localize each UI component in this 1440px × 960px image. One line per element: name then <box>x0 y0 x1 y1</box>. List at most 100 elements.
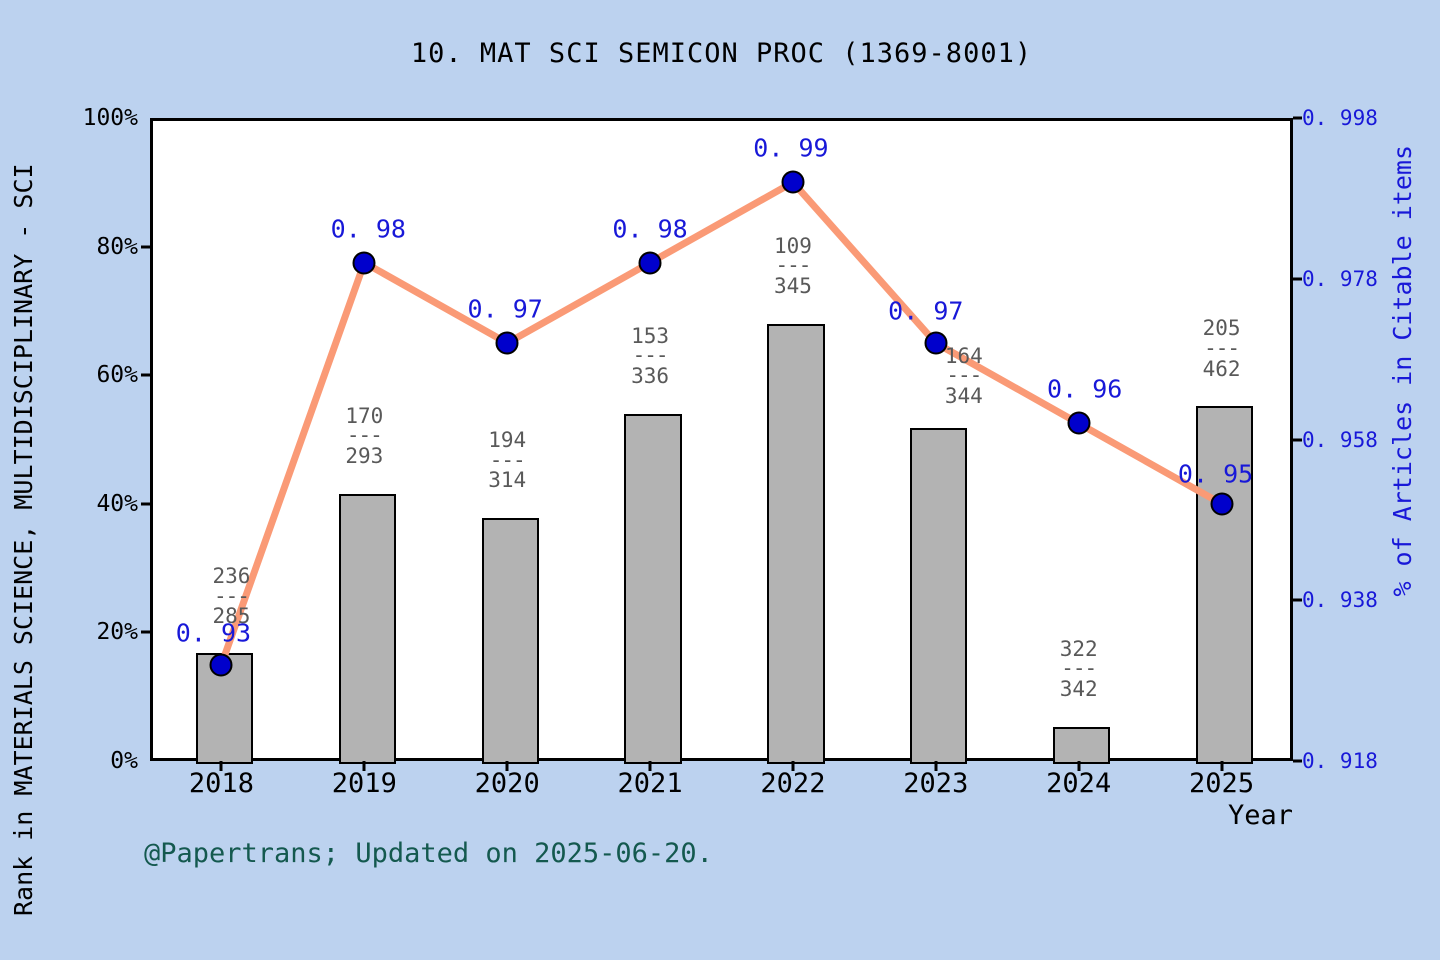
y-axis-right-tick-mark <box>1293 598 1302 602</box>
x-axis-tick-mark <box>1077 761 1081 771</box>
data-point-label-2020: 0. 97 <box>467 294 543 324</box>
x-axis-tick-label-2023: 2023 <box>903 768 969 799</box>
fraction-separator: --- <box>632 342 669 367</box>
right-axis-title: % of Articles in Citable items <box>1380 0 1424 960</box>
x-axis-tick-label-2019: 2019 <box>331 768 397 799</box>
fraction-separator: --- <box>213 583 250 608</box>
x-axis-tick-label-2018: 2018 <box>188 768 254 799</box>
data-point-2020 <box>495 331 519 355</box>
y-axis-right-tick-mark <box>1293 116 1302 120</box>
x-axis-tick-mark <box>219 761 223 771</box>
rank-denominator: 314 <box>488 468 527 493</box>
rank-numerator: 205 <box>1202 316 1241 341</box>
y-axis-left-tick-mark <box>141 373 150 377</box>
data-point-2018 <box>209 653 233 677</box>
data-point-2024 <box>1067 411 1091 435</box>
y-axis-right-tick-mark <box>1293 759 1302 763</box>
x-axis-title: Year <box>1227 800 1293 831</box>
data-point-label-2019: 0. 98 <box>330 214 406 244</box>
plot-inner <box>153 121 1290 764</box>
data-point-2022 <box>781 170 805 194</box>
rank-denominator: 336 <box>631 363 670 388</box>
y-axis-left-tick-label: 100% <box>82 105 138 131</box>
data-point-label-2024: 0. 96 <box>1047 374 1123 404</box>
fraction-separator: --- <box>1204 335 1240 360</box>
plot-area <box>150 118 1293 764</box>
y-axis-left-tick-label: 0% <box>110 748 138 774</box>
y-axis-right-tick-label: 0. 938 <box>1302 588 1378 613</box>
bar-2019 <box>338 493 396 764</box>
y-axis-left-tick-mark <box>141 502 150 506</box>
rank-denominator: 345 <box>773 274 812 299</box>
x-axis-tick-label-2024: 2024 <box>1046 768 1112 799</box>
y-axis-left-tick-label: 80% <box>96 233 138 260</box>
rank-denominator: 462 <box>1202 356 1241 381</box>
left-axis-title-text: Rank in MATERIALS SCIENCE, MULTIDISCIPLI… <box>8 163 38 916</box>
rank-numerator: 164 <box>944 343 983 368</box>
x-axis-tick-label-2025: 2025 <box>1189 768 1255 799</box>
y-axis-right-tick-label: 0. 918 <box>1302 749 1378 773</box>
x-axis-tick-label-2021: 2021 <box>617 768 683 799</box>
x-axis-tick-label-2022: 2022 <box>760 768 826 799</box>
page-title: 10. MAT SCI SEMICON PROC (1369-8001) <box>410 38 1033 69</box>
y-axis-left-tick-mark <box>141 245 150 249</box>
x-axis-tick-mark <box>648 761 652 771</box>
rank-numerator: 153 <box>631 323 670 348</box>
x-axis-tick-label-2020: 2020 <box>474 768 540 799</box>
bar-2024 <box>1053 726 1111 764</box>
rank-numerator: 236 <box>212 564 251 589</box>
data-point-label-2018: 0. 93 <box>175 618 252 648</box>
data-point-label-2023: 0. 97 <box>888 296 964 326</box>
rank-denominator: 344 <box>944 383 983 408</box>
data-point-2025 <box>1210 492 1234 516</box>
x-axis-tick-mark <box>791 761 795 771</box>
fraction-separator: --- <box>946 362 982 387</box>
footer-note: @Papertrans; Updated on 2025-06-20. <box>144 838 713 869</box>
y-axis-right-tick-label: 0. 958 <box>1302 427 1378 452</box>
data-point-2019 <box>352 251 376 275</box>
bar-2021 <box>624 413 682 764</box>
rank-numerator: 109 <box>773 234 812 259</box>
x-axis-tick-mark <box>934 761 938 771</box>
y-axis-right-tick-label: 0. 998 <box>1302 106 1378 130</box>
y-axis-left-tick-label: 20% <box>96 619 138 646</box>
rank-fraction-2024: 322 --- 342 <box>1060 638 1098 700</box>
rank-numerator: 322 <box>1059 636 1098 661</box>
fraction-separator: --- <box>346 423 383 448</box>
rank-denominator: 285 <box>212 604 251 629</box>
data-point-2021 <box>638 251 662 275</box>
data-point-label-2021: 0. 98 <box>612 214 688 244</box>
left-axis-title: Rank in MATERIALS SCIENCE, MULTIDISCIPLI… <box>0 0 46 960</box>
rank-fraction-2025: 205 --- 462 <box>1203 317 1241 379</box>
rank-fraction-2018: 236 --- 285 <box>212 565 250 627</box>
rank-numerator: 170 <box>345 403 384 428</box>
y-axis-left-tick-label: 60% <box>96 362 138 389</box>
bar-2023 <box>910 427 968 764</box>
rank-denominator: 293 <box>345 444 384 469</box>
y-axis-right-tick-mark <box>1293 277 1302 281</box>
x-axis-tick-mark <box>1220 761 1224 771</box>
y-axis-right-tick-mark <box>1293 438 1302 441</box>
rank-fraction-2020: 194 --- 314 <box>488 429 526 491</box>
rank-fraction-2023: 164 --- 344 <box>945 345 983 407</box>
rank-denominator: 342 <box>1059 676 1098 701</box>
rank-fraction-2022: 109 --- 345 <box>774 235 812 297</box>
fraction-separator: --- <box>1061 655 1097 680</box>
bar-2022 <box>767 324 825 764</box>
x-axis-tick-mark <box>362 761 366 771</box>
rank-fraction-2021: 153 --- 336 <box>631 323 670 388</box>
y-axis-left-tick-mark <box>141 630 150 634</box>
data-point-label-2022: 0. 99 <box>753 133 829 163</box>
rank-numerator: 194 <box>488 428 527 453</box>
data-point-label-2025: 0. 95 <box>1177 459 1254 489</box>
bar-2020 <box>481 518 539 764</box>
y-axis-left-tick-label: 40% <box>96 490 138 517</box>
fraction-separator: --- <box>489 447 526 472</box>
data-point-2023 <box>924 331 948 355</box>
rank-fraction-2019: 170 --- 293 <box>345 405 383 467</box>
x-axis-tick-mark <box>505 761 509 771</box>
right-axis-title-text: % of Articles in Citable items <box>1387 145 1417 597</box>
y-axis-right-tick-label: 0. 978 <box>1302 266 1378 291</box>
fraction-separator: --- <box>775 253 811 278</box>
